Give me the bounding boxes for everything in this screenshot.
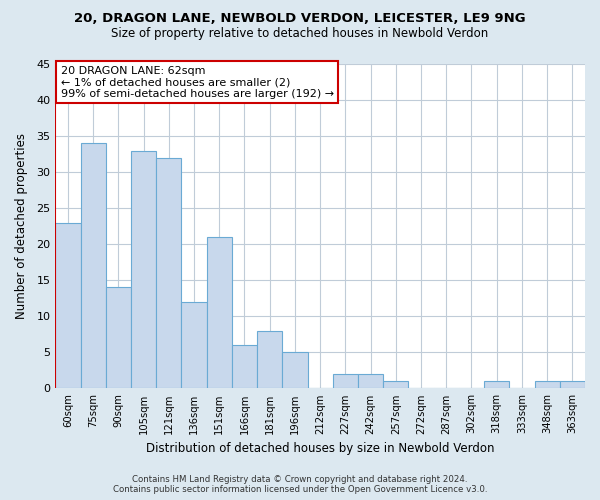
Text: Size of property relative to detached houses in Newbold Verdon: Size of property relative to detached ho… [112, 28, 488, 40]
Y-axis label: Number of detached properties: Number of detached properties [15, 133, 28, 319]
Bar [80, 144, 106, 388]
Bar [181, 302, 206, 388]
Bar [55, 222, 80, 388]
Bar [283, 352, 308, 388]
Text: 20 DRAGON LANE: 62sqm
← 1% of detached houses are smaller (2)
99% of semi-detach: 20 DRAGON LANE: 62sqm ← 1% of detached h… [61, 66, 334, 99]
Text: Contains HM Land Registry data © Crown copyright and database right 2024.
Contai: Contains HM Land Registry data © Crown c… [113, 474, 487, 494]
Bar [560, 381, 585, 388]
Bar [232, 345, 257, 389]
Bar [383, 381, 409, 388]
Text: 20, DRAGON LANE, NEWBOLD VERDON, LEICESTER, LE9 9NG: 20, DRAGON LANE, NEWBOLD VERDON, LEICEST… [74, 12, 526, 26]
Bar [333, 374, 358, 388]
Bar [358, 374, 383, 388]
X-axis label: Distribution of detached houses by size in Newbold Verdon: Distribution of detached houses by size … [146, 442, 494, 455]
Bar [131, 150, 156, 388]
Bar [206, 237, 232, 388]
Bar [484, 381, 509, 388]
Bar [106, 288, 131, 388]
Bar [535, 381, 560, 388]
Bar [257, 331, 283, 388]
Bar [156, 158, 181, 388]
